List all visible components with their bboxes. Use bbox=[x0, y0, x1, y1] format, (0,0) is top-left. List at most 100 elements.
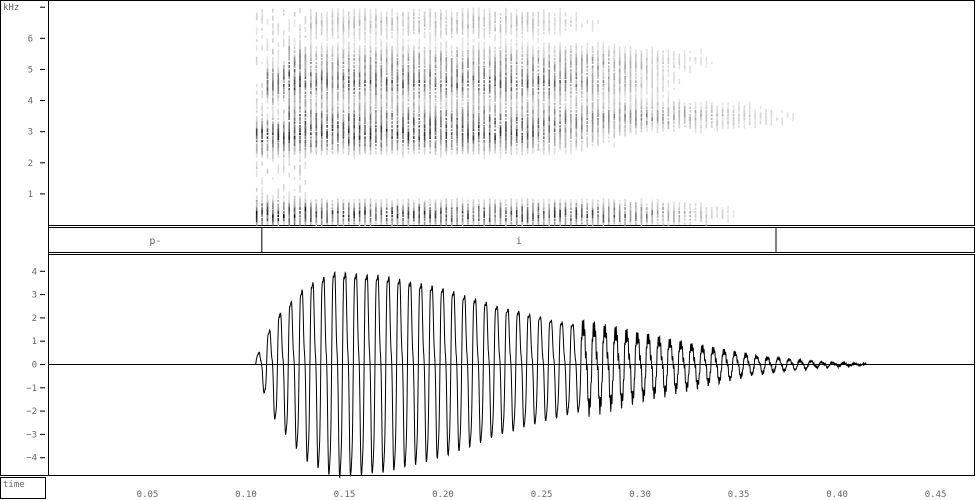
spectrogram-cell bbox=[407, 198, 410, 204]
spectrogram-cell bbox=[591, 91, 594, 95]
spectrogram-cell bbox=[288, 83, 290, 88]
spectrogram-cell bbox=[255, 83, 258, 87]
spectrogram-cell bbox=[304, 213, 307, 219]
spectrogram-cell bbox=[413, 16, 415, 20]
spectrogram-cell bbox=[488, 76, 491, 80]
spectrogram-cell bbox=[651, 93, 653, 100]
spectrogram-cell bbox=[705, 207, 708, 210]
spectrogram-cell bbox=[505, 132, 507, 136]
spectrogram-cell bbox=[467, 105, 469, 111]
spectrogram-cell bbox=[461, 61, 464, 65]
spectrogram-cell bbox=[337, 11, 339, 17]
spectrogram-cell bbox=[526, 138, 529, 144]
spectrogram-cell bbox=[413, 60, 415, 66]
spectrogram-cell bbox=[272, 112, 274, 118]
spectrogram-cell bbox=[624, 105, 626, 111]
spectrogram-cell bbox=[721, 114, 724, 117]
spectrogram-cell bbox=[510, 43, 513, 46]
spectrogram-cell bbox=[662, 72, 664, 77]
spectrogram-cell bbox=[472, 61, 475, 65]
spectrogram-cell bbox=[575, 56, 578, 62]
spectrogram-cell bbox=[564, 49, 567, 54]
spectrogram-cell bbox=[299, 86, 301, 92]
spectrogram-cell bbox=[575, 120, 578, 126]
spectrogram-cell bbox=[299, 173, 301, 177]
spectrogram-cell bbox=[721, 209, 724, 216]
spectrogram-cell bbox=[440, 83, 442, 87]
spectrogram-cell bbox=[494, 120, 496, 125]
spectrogram-cell bbox=[613, 130, 616, 137]
spectrogram-cell bbox=[586, 136, 588, 139]
spectrogram-cell bbox=[673, 101, 675, 107]
spectrogram-cell bbox=[261, 19, 263, 24]
spectrogram-cell bbox=[564, 94, 567, 99]
spectrogram-cell bbox=[564, 80, 567, 84]
spectrogram-cell bbox=[434, 56, 437, 63]
spectrogram-cell bbox=[721, 102, 724, 106]
spectrogram-cell bbox=[467, 71, 469, 77]
spectrogram-cell bbox=[255, 12, 258, 16]
spectrogram-cell bbox=[293, 165, 296, 170]
spectrogram-cell bbox=[369, 139, 372, 143]
spectrogram-cell bbox=[423, 213, 426, 219]
spectrogram-cell bbox=[602, 216, 605, 223]
spectrogram-cell bbox=[597, 202, 599, 207]
spectrogram-cell bbox=[261, 199, 263, 203]
spectrogram-cell bbox=[515, 207, 518, 210]
spectrogram-cell bbox=[315, 53, 318, 58]
spectrogram-cell bbox=[537, 213, 540, 218]
spectrogram-cell bbox=[483, 153, 485, 159]
spectrogram-cell bbox=[255, 206, 258, 211]
spectrogram-cell bbox=[581, 52, 583, 59]
spectrogram-cell bbox=[445, 41, 448, 48]
spectrogram-cell bbox=[494, 102, 496, 105]
spectrogram-cell bbox=[521, 12, 523, 17]
spectrogram-cell bbox=[326, 130, 328, 137]
spectrogram-cell bbox=[293, 19, 296, 24]
spectrogram-cell bbox=[521, 89, 523, 96]
spectrogram-cell bbox=[515, 131, 518, 136]
spectrogram-cell bbox=[510, 209, 513, 215]
spectrogram-cell bbox=[423, 105, 426, 110]
spectrogram-cell bbox=[559, 125, 561, 128]
spectrogram-cell bbox=[418, 198, 420, 204]
spectrogram-cell bbox=[624, 56, 626, 62]
spectrogram-cell bbox=[537, 112, 540, 118]
spectrogram-cell bbox=[786, 112, 789, 118]
spectrogram-cell bbox=[299, 136, 301, 140]
spectrogram-cell bbox=[505, 26, 507, 33]
spectrogram-cell bbox=[434, 103, 437, 105]
spectrogram-cell bbox=[456, 87, 458, 91]
spectrogram-cell bbox=[326, 76, 328, 80]
spectrogram-cell bbox=[369, 125, 372, 128]
spectrogram-cell bbox=[266, 146, 269, 152]
spectrogram-cell bbox=[450, 113, 453, 117]
spectrogram-cell bbox=[342, 214, 345, 218]
time-tick-label: 0.15 bbox=[334, 490, 356, 500]
spectrogram-cell bbox=[494, 39, 496, 42]
spectrogram-cell bbox=[461, 90, 464, 96]
spectrogram-cell bbox=[591, 65, 594, 68]
spectrogram-cell bbox=[662, 202, 664, 207]
spectrogram-cell bbox=[272, 202, 274, 208]
time-label-box bbox=[0, 477, 46, 499]
spectrogram-cell bbox=[673, 75, 675, 81]
spectrogram-cell bbox=[440, 221, 442, 226]
spectrogram-cell bbox=[369, 150, 372, 155]
spectrogram-cell bbox=[602, 106, 605, 110]
spectrogram-cell bbox=[608, 68, 610, 73]
spectrogram-cell bbox=[315, 12, 318, 17]
spectrogram-cell bbox=[618, 213, 621, 219]
spectrogram-cell bbox=[402, 19, 404, 25]
spectrogram-cell bbox=[353, 79, 355, 84]
spectrogram-cell bbox=[591, 86, 594, 92]
spectrogram-cell bbox=[423, 46, 426, 50]
spectrogram-cell bbox=[754, 124, 756, 128]
spectrogram-cell bbox=[651, 82, 653, 88]
spectrogram-cell bbox=[456, 113, 458, 117]
spectrogram-cell bbox=[705, 113, 708, 118]
spectrogram-cell bbox=[358, 97, 361, 103]
spectrogram-cell bbox=[413, 127, 415, 133]
spectrogram-cell bbox=[727, 217, 729, 223]
spectrogram-cell bbox=[656, 116, 659, 122]
